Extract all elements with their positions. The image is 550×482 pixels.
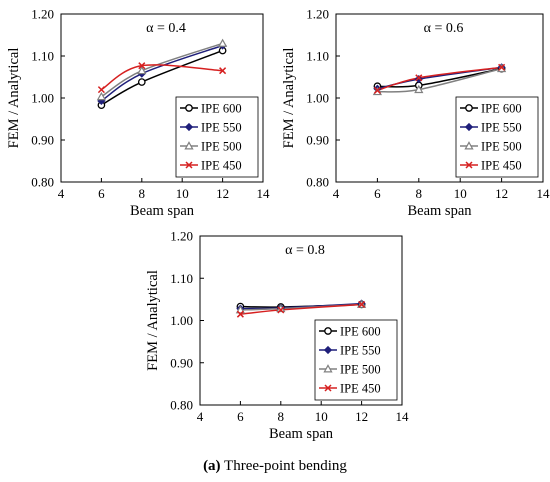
y-tick-label: 0.80 — [31, 175, 54, 190]
legend-label: IPE 450 — [201, 159, 242, 173]
caption-label: (a) — [203, 458, 221, 474]
chart-panel-2: 4 6 8 10 12 14 0.80 0.90 1.00 1.10 1.20 Beam span FE… — [281, 7, 550, 220]
data-point-diamond — [414, 74, 423, 84]
y-tick-label: 1.20 — [31, 7, 54, 22]
legend-label: IPE 550 — [340, 344, 381, 358]
chart-title: α = 0.6 — [424, 21, 464, 36]
x-tick-label: 14 — [396, 409, 410, 424]
series-line-4 — [100, 64, 223, 91]
x-tick-label: 6 — [237, 409, 244, 424]
x-tick-label: 8 — [278, 409, 285, 424]
y-tick-label: 1.00 — [31, 91, 54, 106]
x-tick-label: 10 — [315, 409, 328, 424]
y-tick-label: 0.90 — [31, 133, 54, 148]
chart-title: α = 0.8 — [285, 243, 325, 258]
legend-marker-triangle — [464, 141, 474, 150]
y-tick-label: 1.20 — [170, 229, 193, 244]
data-point-x — [219, 67, 227, 75]
legend-label: IPE 500 — [340, 363, 381, 377]
caption-text: Three-point bending — [224, 458, 347, 474]
legend-marker-circle — [185, 104, 193, 112]
legend-marker-x — [185, 161, 193, 169]
legend-marker-diamond — [184, 122, 194, 132]
legend: IPE 600 IPE 550 IPE 500 IPE 450 — [314, 319, 398, 401]
x-tick-label: 12 — [495, 186, 508, 201]
legend-label: IPE 550 — [481, 121, 522, 135]
x-tick-label: 4 — [333, 186, 340, 201]
data-point-x — [97, 86, 105, 94]
data-point-circle — [137, 78, 146, 86]
y-tick-label: 1.00 — [306, 91, 329, 106]
x-tick-label: 12 — [216, 186, 229, 201]
x-tick-label: 4 — [197, 409, 204, 424]
legend-marker-diamond — [464, 122, 474, 132]
data-point-x — [277, 306, 285, 314]
data-point-triangle — [235, 305, 246, 314]
y-tick-label: 1.00 — [170, 313, 193, 328]
x-tick-label: 14 — [537, 186, 550, 201]
legend: IPE 600 IPE 550 IPE 500 IPE 450 — [175, 96, 259, 178]
x-tick-label: 14 — [257, 186, 271, 201]
x-axis-label: Beam span — [130, 203, 195, 219]
data-point-triangle — [96, 91, 107, 101]
x-tick-label: 8 — [139, 186, 146, 201]
figure-caption: (a) Three-point bending — [0, 458, 550, 475]
x-tick-label: 8 — [416, 186, 423, 201]
y-tick-label: 1.10 — [170, 271, 193, 286]
y-axis-label: FEM / Analytical — [6, 48, 22, 149]
data-point-x — [138, 62, 146, 70]
legend-marker-triangle — [323, 364, 333, 373]
chart-panel-3: 4 6 8 10 12 14 0.80 0.90 1.00 1.10 1.20 Beam span FE… — [145, 229, 409, 443]
y-tick-label: 1.10 — [31, 49, 54, 64]
data-point-triangle — [137, 65, 147, 75]
y-tick-label: 1.10 — [306, 49, 329, 64]
legend-marker-x — [465, 161, 473, 169]
data-point-triangle — [217, 38, 228, 47]
legend-label: IPE 600 — [201, 102, 242, 116]
legend-label: IPE 450 — [481, 159, 522, 173]
y-axis-label: FEM / Analytical — [281, 48, 297, 149]
x-axis-label: Beam span — [407, 203, 472, 219]
legend: IPE 600 IPE 550 IPE 500 IPE 450 — [455, 96, 539, 178]
data-point-x — [498, 63, 506, 71]
legend-marker-diamond — [323, 345, 333, 355]
legend-label: IPE 550 — [201, 121, 242, 135]
legend-label: IPE 600 — [481, 102, 522, 116]
legend-marker-triangle — [184, 141, 194, 150]
y-tick-label: 0.80 — [306, 175, 329, 190]
data-point-x — [415, 74, 423, 82]
y-tick-label: 0.80 — [170, 398, 193, 413]
x-tick-label: 10 — [176, 186, 189, 201]
chart-title: α = 0.4 — [146, 21, 186, 36]
legend-marker-circle — [465, 104, 473, 112]
y-tick-label: 0.90 — [306, 133, 329, 148]
data-point-x — [236, 310, 244, 318]
x-tick-label: 12 — [355, 409, 368, 424]
legend-label: IPE 500 — [201, 140, 242, 154]
x-tick-label: 4 — [58, 186, 65, 201]
x-tick-label: 10 — [454, 186, 467, 201]
legend-marker-circle — [324, 327, 332, 335]
legend-label: IPE 500 — [481, 140, 522, 154]
x-axis-label: Beam span — [269, 426, 334, 442]
legend-marker-x — [324, 384, 332, 392]
legend-label: IPE 450 — [340, 382, 381, 396]
legend-label: IPE 600 — [340, 325, 381, 339]
data-point-x — [358, 300, 366, 308]
y-axis-label: FEM / Analytical — [145, 270, 161, 371]
x-tick-label: 6 — [374, 186, 381, 201]
x-tick-label: 6 — [98, 186, 105, 201]
data-point-x — [373, 86, 381, 94]
y-tick-label: 0.90 — [170, 355, 193, 370]
data-point-triangle — [414, 84, 424, 94]
chart-panel-1: 4 6 8 10 12 14 0.80 0.90 1.00 1.10 1.20 Beam span FE… — [6, 7, 270, 220]
y-tick-label: 1.20 — [306, 7, 329, 22]
